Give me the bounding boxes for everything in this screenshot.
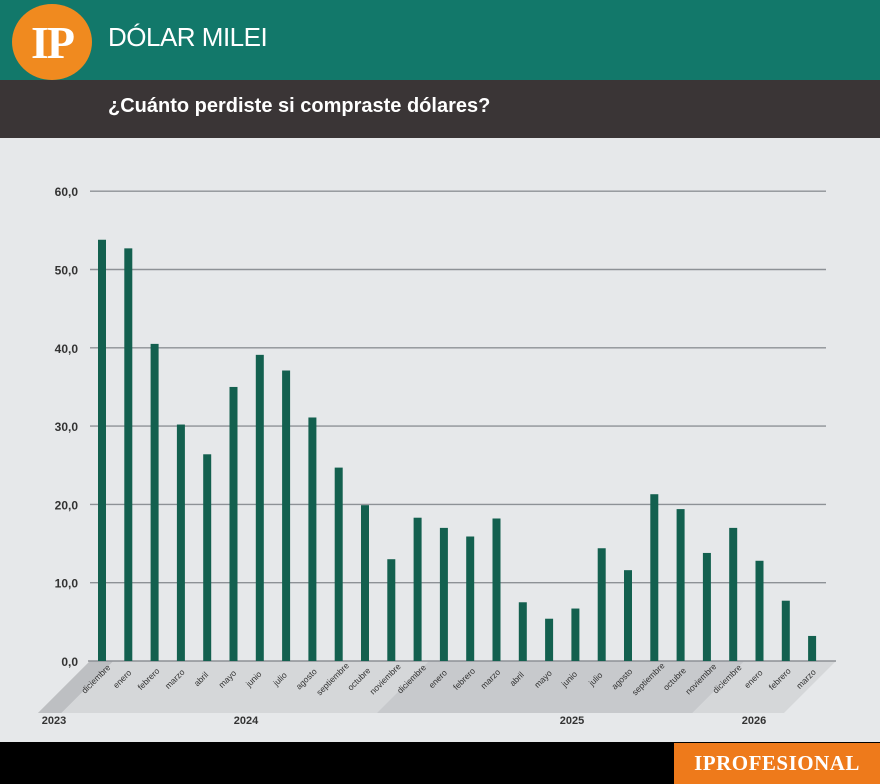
footer-brand-logo[interactable]: IPROFESIONAL bbox=[674, 743, 880, 784]
bar bbox=[492, 518, 501, 661]
bar bbox=[571, 608, 580, 661]
y-tick-label: 40,0 bbox=[55, 342, 79, 356]
bar bbox=[781, 600, 790, 661]
year-band bbox=[61, 661, 429, 713]
year-band bbox=[376, 661, 745, 713]
header-bar bbox=[0, 0, 880, 80]
y-tick-label: 50,0 bbox=[55, 264, 79, 278]
bar bbox=[545, 618, 554, 661]
year-label: 2024 bbox=[234, 715, 259, 727]
bar bbox=[808, 635, 817, 661]
bar bbox=[597, 548, 606, 661]
bar bbox=[98, 239, 106, 661]
y-tick-label: 10,0 bbox=[55, 577, 79, 591]
bar bbox=[466, 536, 475, 661]
bar bbox=[282, 370, 291, 661]
bar bbox=[203, 454, 212, 661]
bar bbox=[413, 517, 422, 661]
bar bbox=[624, 570, 632, 661]
year-band-2023 bbox=[38, 661, 114, 713]
bar bbox=[729, 527, 738, 661]
year-label: 2026 bbox=[742, 715, 766, 727]
year-label: 2023 bbox=[42, 715, 66, 727]
y-tick-label: 60,0 bbox=[55, 185, 79, 199]
bar bbox=[676, 509, 685, 661]
bar bbox=[124, 248, 133, 661]
y-tick-label: 20,0 bbox=[55, 498, 79, 512]
year-label: 2025 bbox=[560, 715, 584, 727]
bar bbox=[650, 494, 659, 661]
bar bbox=[176, 424, 185, 661]
bar-chart: 0,010,020,030,040,050,060,0diciembreener… bbox=[38, 185, 836, 727]
year-band bbox=[692, 661, 836, 713]
y-tick-label: 30,0 bbox=[55, 420, 79, 434]
bar bbox=[361, 505, 369, 661]
y-tick-label: 0,0 bbox=[61, 655, 78, 669]
bar bbox=[439, 527, 448, 661]
bar bbox=[150, 343, 159, 661]
bar bbox=[255, 354, 264, 661]
bar bbox=[387, 559, 396, 661]
brand-logo[interactable]: IP bbox=[12, 4, 92, 80]
brand-title: DÓLAR MILEI bbox=[108, 22, 268, 52]
bar bbox=[229, 386, 238, 661]
bar bbox=[755, 560, 764, 661]
chart-subtitle: ¿Cuánto perdiste si compraste dólares? bbox=[108, 95, 491, 117]
subtitle-bar bbox=[0, 80, 880, 138]
bar bbox=[702, 552, 711, 661]
bar bbox=[518, 602, 527, 661]
bar bbox=[308, 417, 317, 661]
bar bbox=[334, 467, 343, 661]
